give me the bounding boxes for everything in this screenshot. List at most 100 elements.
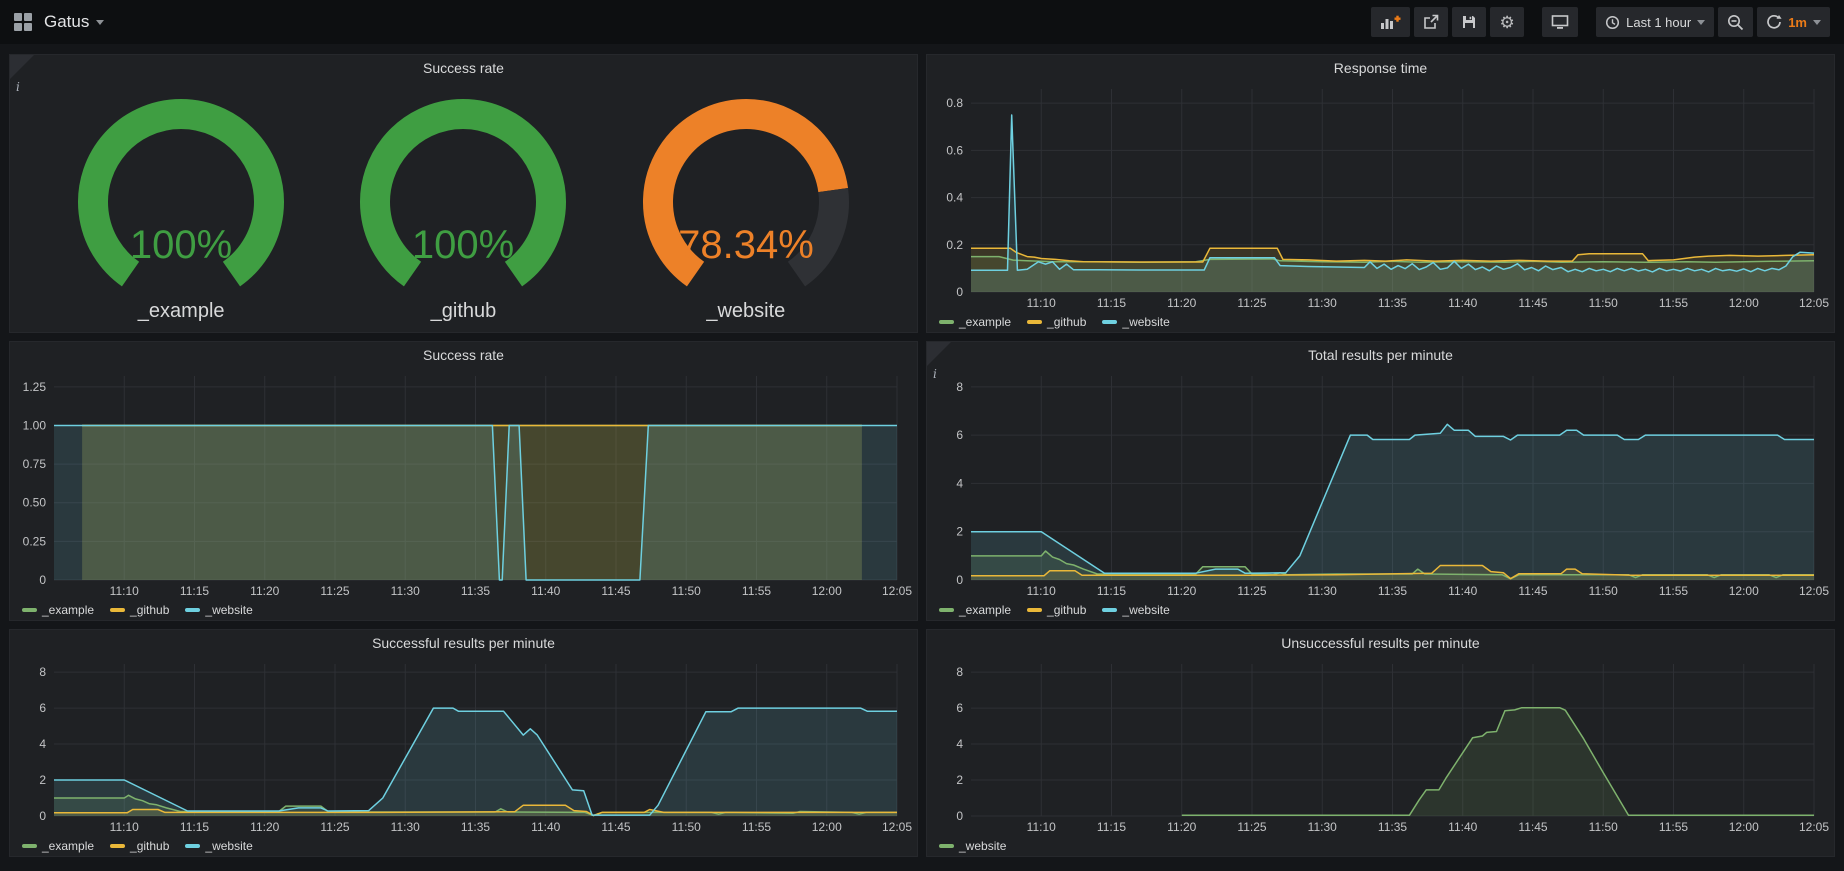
- gauge-label: _github: [430, 300, 497, 322]
- response-time-chart[interactable]: 0 0.2 0.4 0.6 0.8 11:10 11:15 11:20 11:25 11:30 11…: [927, 81, 1834, 312]
- series-color-dash: [22, 608, 37, 612]
- navbar: Gatus: [0, 0, 1844, 44]
- svg-text:11:10: 11:10: [110, 584, 139, 598]
- svg-text:11:50: 11:50: [672, 584, 701, 598]
- panel-title[interactable]: Total results per minute: [1308, 347, 1453, 363]
- refresh-interval-label: 1m: [1788, 14, 1807, 30]
- svg-text:11:45: 11:45: [601, 820, 630, 834]
- series-color-dash: [110, 608, 126, 612]
- legend-item[interactable]: _website: [1102, 603, 1170, 617]
- svg-text:11:20: 11:20: [1167, 584, 1196, 598]
- svg-text:0.50: 0.50: [23, 496, 47, 510]
- legend-item[interactable]: _website: [939, 839, 1006, 853]
- unsuccessful-results-chart[interactable]: 0 2 4 6 8 11:10 11:15 11:20 11:25 11:30 11:35 11:40…: [927, 656, 1834, 836]
- cycle-view-mode-button[interactable]: [1542, 7, 1579, 37]
- chevron-down-icon: [1697, 19, 1706, 25]
- svg-text:11:55: 11:55: [1659, 820, 1688, 834]
- series-color-dash: [185, 844, 201, 848]
- svg-text:11:50: 11:50: [1589, 296, 1618, 310]
- svg-text:11:20: 11:20: [250, 584, 279, 598]
- svg-text:11:15: 11:15: [1097, 820, 1126, 834]
- svg-text:12:00: 12:00: [1729, 584, 1759, 598]
- share-dashboard-button[interactable]: [1414, 7, 1449, 37]
- panel-info-icon[interactable]: i: [927, 342, 951, 380]
- panel-info-icon[interactable]: i: [10, 55, 34, 93]
- legend-item[interactable]: _website: [185, 839, 253, 853]
- time-range-picker[interactable]: Last 1 hour: [1596, 7, 1715, 37]
- series-color-dash: [185, 608, 201, 612]
- svg-text:0: 0: [956, 809, 963, 823]
- legend-item[interactable]: _website: [185, 603, 253, 617]
- svg-text:11:15: 11:15: [180, 584, 209, 598]
- svg-text:4: 4: [39, 737, 46, 751]
- legend-item[interactable]: _example: [22, 839, 94, 853]
- legend: _example _github _website: [927, 312, 1834, 332]
- svg-text:11:15: 11:15: [1097, 584, 1126, 598]
- svg-text:11:25: 11:25: [1237, 296, 1266, 310]
- svg-text:11:45: 11:45: [1518, 296, 1547, 310]
- svg-text:11:45: 11:45: [1518, 584, 1547, 598]
- svg-text:0.4: 0.4: [946, 191, 963, 205]
- svg-text:12:05: 12:05: [1799, 820, 1829, 834]
- dashboard-settings-button[interactable]: ⚙: [1490, 7, 1525, 37]
- svg-text:11:45: 11:45: [601, 584, 630, 598]
- svg-text:11:50: 11:50: [1589, 820, 1618, 834]
- refresh-icon: [1767, 14, 1782, 29]
- svg-text:11:10: 11:10: [110, 820, 139, 834]
- zoom-out-button[interactable]: [1718, 7, 1754, 37]
- legend-item[interactable]: _github: [110, 839, 169, 853]
- svg-text:11:55: 11:55: [1659, 584, 1688, 598]
- svg-text:12:05: 12:05: [1799, 584, 1829, 598]
- svg-text:11:25: 11:25: [1237, 584, 1266, 598]
- svg-text:0: 0: [956, 285, 963, 299]
- panel-title[interactable]: Success rate: [423, 347, 504, 363]
- legend-item[interactable]: _website: [1102, 315, 1170, 329]
- save-dashboard-button[interactable]: [1452, 7, 1487, 37]
- legend-item[interactable]: _example: [939, 603, 1011, 617]
- legend-item[interactable]: _github: [1027, 603, 1086, 617]
- gauge-arc: 100%: [78, 99, 285, 287]
- series-color-dash: [1027, 608, 1043, 612]
- svg-text:11:55: 11:55: [742, 820, 771, 834]
- panel-title[interactable]: Unsuccessful results per minute: [1281, 635, 1480, 651]
- series-color-dash: [1102, 320, 1118, 324]
- panel-title[interactable]: Successful results per minute: [372, 635, 555, 651]
- svg-text:11:40: 11:40: [1448, 296, 1477, 310]
- panel-title[interactable]: Success rate: [423, 60, 504, 76]
- panel-success-rate-gauges: i Success rate 100% _example 100% _github 78…: [9, 54, 918, 333]
- svg-text:11:15: 11:15: [180, 820, 209, 834]
- gauge-arc: 78.34%: [642, 99, 849, 287]
- series-color-dash: [939, 608, 954, 612]
- series-color-dash: [939, 320, 954, 324]
- successful-results-chart[interactable]: 0 2 4 6 8 11:10 11:15 11:20 11:25 11:30 11:35 11:40…: [10, 656, 917, 836]
- legend-item[interactable]: _example: [939, 315, 1011, 329]
- panel-unsuccessful-results: Unsuccessful results per minute 0 2 4 6 8 11:…: [926, 629, 1835, 857]
- dashboard-title-dropdown[interactable]: Gatus: [44, 12, 105, 32]
- svg-text:11:50: 11:50: [672, 820, 701, 834]
- svg-text:0: 0: [39, 573, 46, 587]
- success-rate-chart[interactable]: 0 0.25 0.50 0.75 1.00 1.25 11:10 11:15 11:20 11:2…: [10, 368, 917, 600]
- svg-text:11:55: 11:55: [742, 584, 771, 598]
- svg-text:11:45: 11:45: [1518, 820, 1547, 834]
- gauge: 100% _github: [323, 90, 603, 323]
- svg-text:12:05: 12:05: [1799, 296, 1829, 310]
- svg-text:0: 0: [956, 573, 963, 587]
- panel-title[interactable]: Response time: [1333, 60, 1428, 76]
- refresh-picker[interactable]: 1m: [1757, 7, 1830, 37]
- legend-item[interactable]: _example: [22, 603, 94, 617]
- add-panel-button[interactable]: [1371, 7, 1411, 37]
- svg-text:0.2: 0.2: [946, 238, 963, 252]
- legend-item[interactable]: _github: [1027, 315, 1086, 329]
- series-color-dash: [1027, 320, 1043, 324]
- svg-text:11:30: 11:30: [391, 820, 420, 834]
- svg-text:4: 4: [956, 737, 963, 751]
- gauge-row: 100% _example 100% _github 78.34% _website: [10, 81, 917, 332]
- svg-text:11:35: 11:35: [1378, 296, 1407, 310]
- gear-icon: ⚙: [1499, 12, 1515, 32]
- total-results-chart[interactable]: 0 2 4 6 8 11:10 11:15 11:20 11:25 11:30 11:35 11:40…: [927, 368, 1834, 600]
- legend: _example _github _website: [10, 836, 917, 856]
- svg-text:8: 8: [956, 665, 963, 679]
- svg-text:11:20: 11:20: [250, 820, 279, 834]
- legend-item[interactable]: _github: [110, 603, 169, 617]
- grid-icon[interactable]: [14, 13, 32, 31]
